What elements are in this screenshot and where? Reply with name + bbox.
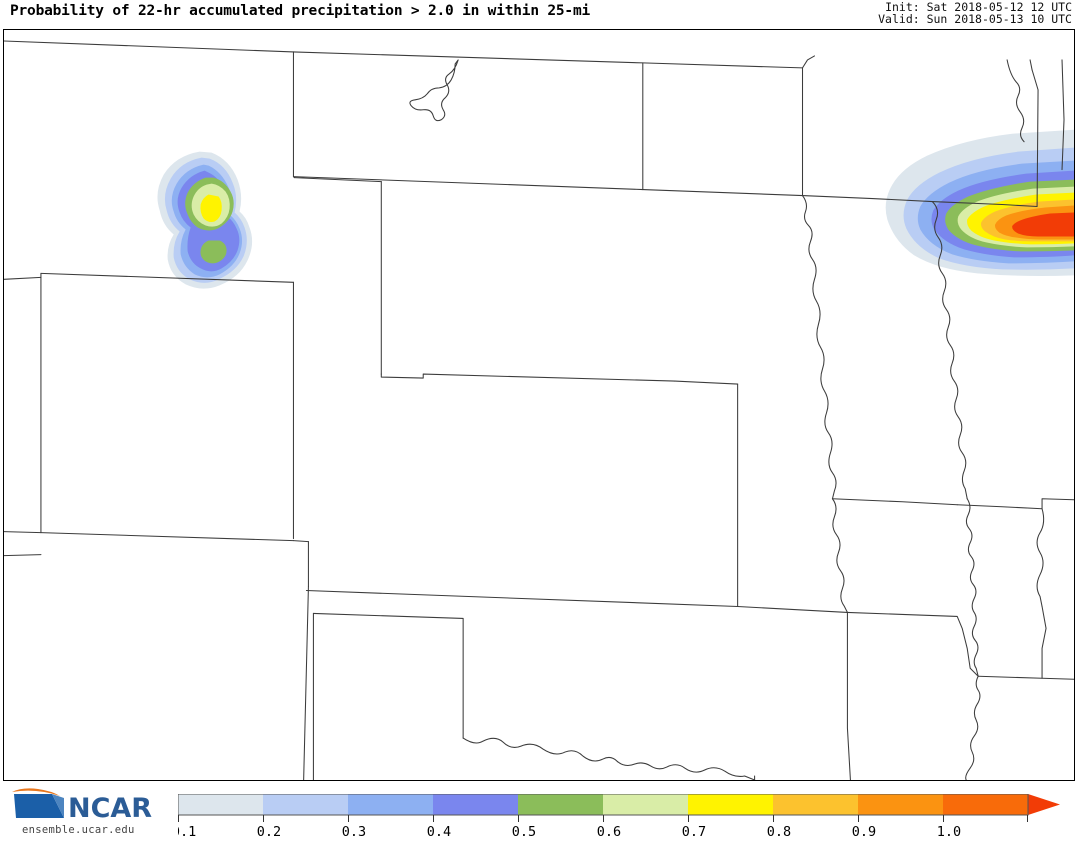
logo-fold-icon <box>52 794 64 818</box>
border-red-river <box>462 737 756 780</box>
contour-field-wyoming <box>157 151 253 289</box>
colorbar-band <box>858 794 943 815</box>
colorbar[interactable]: 0.1 0.2 0.3 0.4 0.5 0.6 0.7 0.8 0.9 1.0 <box>178 794 1066 840</box>
border-nd-sd <box>292 51 804 69</box>
colorbar-bands <box>178 794 1060 815</box>
logo-wordmark: NCAR <box>68 793 152 824</box>
map-canvas <box>4 40 1074 780</box>
colorbar-band <box>518 794 603 815</box>
border-mn-upper <box>801 55 816 69</box>
colorbar-max-arrow-icon <box>1028 794 1060 815</box>
colorbar-band <box>943 794 1028 815</box>
colorbar-svg: 0.1 0.2 0.3 0.4 0.5 0.6 0.7 0.8 0.9 1.0 <box>178 794 1060 840</box>
contour-field-illinois <box>885 129 1074 277</box>
colorbar-tick-label: 1.0 <box>937 824 961 840</box>
border-wy-east-upper <box>292 51 295 179</box>
border-lake-michigan-west <box>1031 69 1039 208</box>
border-ar-mo-diag-helper <box>755 612 848 776</box>
river-missouri-upper <box>409 59 459 122</box>
border-ia-south <box>831 498 958 506</box>
border-lake-michigan-top <box>1029 59 1033 71</box>
river-missouri-lower <box>831 498 848 613</box>
colorbar-band <box>178 794 263 815</box>
colorbar-tick-label: 0.9 <box>852 824 876 840</box>
colorbar-tick-label: 0.7 <box>682 824 706 840</box>
border-ia-north <box>801 195 933 203</box>
colorbar-tick-label: 0.6 <box>597 824 621 840</box>
river-wisconsin-interior <box>1006 59 1025 143</box>
wyo-band-0.7 <box>200 194 222 223</box>
river-wabash <box>1036 508 1045 607</box>
colorbar-band <box>773 794 858 815</box>
border-wy-south <box>40 272 294 283</box>
border-il-in-north <box>956 498 1074 510</box>
border-ky-north <box>977 675 1074 680</box>
border-mo-ar <box>846 611 979 677</box>
logo-parallelogram-icon <box>14 794 64 818</box>
logo-url-label: ensemble.ucar.edu <box>22 824 135 836</box>
border-az-nm <box>4 554 42 557</box>
forecast-timestamps: Init: Sat 2018-05-12 12 UTC Valid: Sun 2… <box>878 1 1072 25</box>
river-missouri-iowa-west <box>801 195 837 500</box>
colorbar-tick-label: 0.2 <box>257 824 281 840</box>
colorbar-tick-label: 0.5 <box>512 824 536 840</box>
init-time-label: Init: Sat 2018-05-12 12 UTC <box>885 0 1072 14</box>
border-wi-north <box>931 201 1038 208</box>
footer: NCAR ensemble.ucar.edu <box>0 784 1080 842</box>
colorbar-band <box>263 794 348 815</box>
border-ks-mo-south <box>737 605 848 613</box>
river-wabash-lower <box>1041 605 1047 679</box>
border-michigan-sliver <box>1061 59 1065 171</box>
border-mt-south <box>4 40 294 53</box>
colorbar-tick-label: 0.4 <box>427 824 451 840</box>
river-mississippi-upper <box>931 201 968 500</box>
border-nm-tx-west <box>303 585 309 780</box>
state-boundaries <box>4 40 1074 780</box>
header: Probability of 22-hr accumulated precipi… <box>0 0 1080 26</box>
border-id-ut <box>4 276 42 280</box>
colorbar-band <box>688 794 773 815</box>
page-title: Probability of 22-hr accumulated precipi… <box>10 3 591 19</box>
colorbar-band <box>433 794 518 815</box>
colorbar-tick-label: 0.3 <box>342 824 366 840</box>
border-co-se <box>292 540 309 543</box>
border-ut-south <box>4 531 42 534</box>
logo-swoosh-icon <box>12 788 60 796</box>
colorbar-tick-label: 0.1 <box>178 824 196 840</box>
river-mississippi-illinois <box>965 498 979 677</box>
border-ok-panhandle <box>312 612 464 739</box>
colorbar-tick-label: 0.8 <box>767 824 791 840</box>
ncar-logo[interactable]: NCAR ensemble.ucar.edu <box>8 786 168 838</box>
border-co-ne-ks <box>380 373 676 382</box>
ncar-logo-mark: NCAR <box>12 788 152 824</box>
border-ks-south <box>305 589 739 607</box>
border-co-south-west <box>40 532 294 542</box>
border-ar-ok-east <box>846 611 851 780</box>
border-ne-sd <box>292 176 804 197</box>
valid-time-label: Valid: Sun 2018-05-13 10 UTC <box>878 12 1072 27</box>
colorbar-band <box>603 794 688 815</box>
river-mississippi-lower <box>965 675 981 780</box>
contour-band-1.0 <box>1012 212 1074 237</box>
colorbar-tick-labels: 0.1 0.2 0.3 0.4 0.5 0.6 0.7 0.8 0.9 1.0 <box>178 824 961 840</box>
colorbar-ticks <box>178 815 1028 822</box>
border-ks-north-east <box>674 380 739 385</box>
border-wy-se-corner <box>293 177 382 183</box>
colorbar-band <box>348 794 433 815</box>
map-panel <box>3 29 1075 781</box>
